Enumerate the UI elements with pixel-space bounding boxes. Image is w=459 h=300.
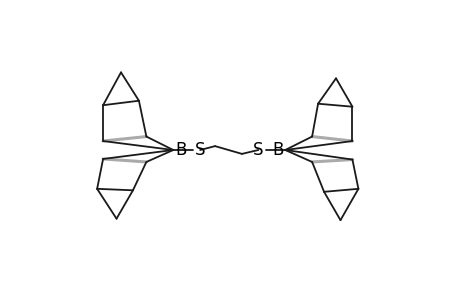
Text: B: B [272, 141, 283, 159]
Text: S: S [195, 141, 205, 159]
Text: B: B [175, 141, 187, 159]
Text: S: S [252, 141, 263, 159]
